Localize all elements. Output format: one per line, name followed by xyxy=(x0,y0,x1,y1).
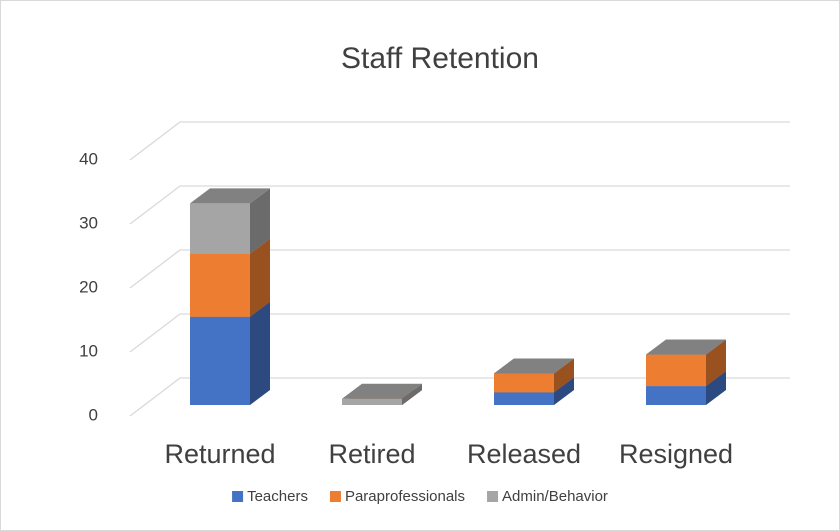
bar-front xyxy=(494,373,554,393)
x-tick-label: Resigned xyxy=(619,439,733,469)
bar-front xyxy=(646,354,706,387)
legend-label: Teachers xyxy=(247,488,308,505)
y-tick-label: 30 xyxy=(79,213,98,232)
grid-line xyxy=(129,121,790,161)
bar-side xyxy=(250,301,270,405)
bar-front xyxy=(190,316,250,405)
bar-front xyxy=(646,386,706,405)
bar-front xyxy=(342,398,402,405)
bar xyxy=(494,358,574,374)
bar-top xyxy=(646,339,726,355)
x-tick-label: Released xyxy=(467,439,581,469)
bar xyxy=(342,383,422,405)
legend: Teachers Paraprofessionals Admin/Behavior xyxy=(232,488,608,505)
bar-side xyxy=(250,238,270,317)
bar xyxy=(646,339,726,355)
chart-title: Staff Retention xyxy=(341,42,539,75)
grid-line xyxy=(129,377,790,417)
y-tick-label: 0 xyxy=(89,405,98,424)
grid-line xyxy=(129,185,790,225)
x-tick-label: Returned xyxy=(164,439,275,469)
legend-label: Admin/Behavior xyxy=(502,488,608,505)
bar-side xyxy=(706,339,726,387)
bar-front xyxy=(190,253,250,317)
bar-front xyxy=(494,392,554,405)
grid-line xyxy=(129,313,790,353)
legend-swatch xyxy=(329,491,341,502)
bar xyxy=(190,188,270,254)
bar-top xyxy=(190,188,270,204)
bar-side xyxy=(250,188,270,254)
bar-side xyxy=(554,377,574,405)
y-tick-label: 20 xyxy=(79,277,98,296)
grid-line xyxy=(129,249,790,289)
bar-side xyxy=(402,383,422,405)
x-tick-label: Retired xyxy=(328,439,415,469)
legend-label: Paraprofessionals xyxy=(345,488,465,505)
bar-top xyxy=(342,383,422,399)
bar xyxy=(190,301,270,405)
bar-front xyxy=(190,203,250,254)
bar-side xyxy=(554,358,574,393)
y-tick-label: 10 xyxy=(79,341,98,360)
y-tick-label: 40 xyxy=(79,149,98,168)
legend-swatch xyxy=(232,491,244,502)
bar-top xyxy=(494,358,574,374)
legend-swatch xyxy=(487,491,499,502)
bar-side xyxy=(706,371,726,405)
